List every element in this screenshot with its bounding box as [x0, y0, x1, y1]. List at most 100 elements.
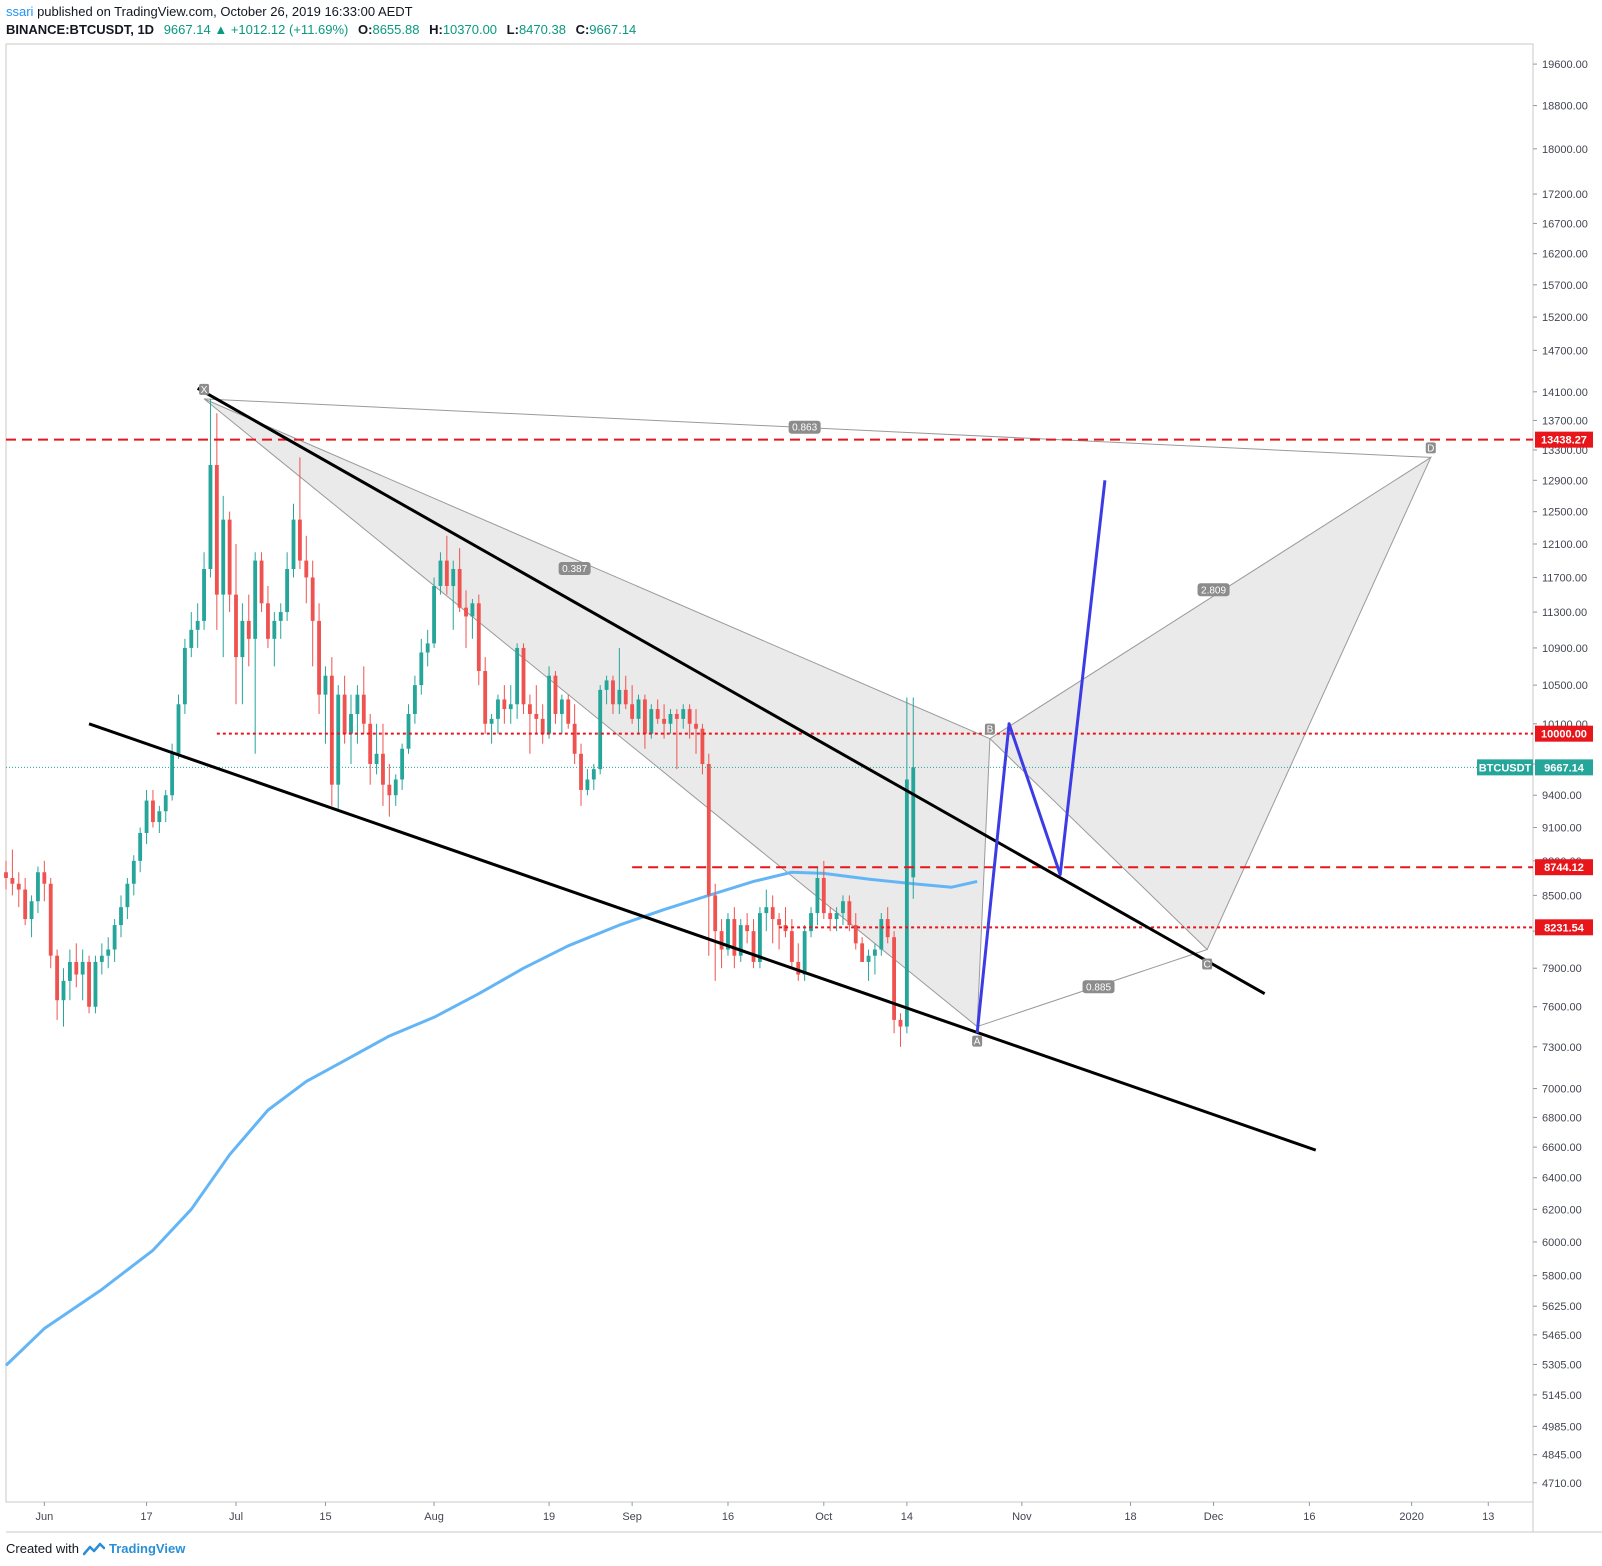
- candle-body: [521, 647, 526, 705]
- candle: [655, 699, 660, 724]
- candle: [623, 675, 628, 710]
- candle: [732, 907, 737, 969]
- candle-body: [246, 620, 251, 639]
- y-tick-label: 4985.00: [1542, 1421, 1582, 1433]
- candle-body: [681, 709, 686, 719]
- candle: [42, 860, 47, 902]
- candle-body: [285, 568, 290, 613]
- y-tick-label: 12500.00: [1542, 507, 1588, 519]
- tradingview-brand-link[interactable]: TradingView: [108, 1541, 186, 1556]
- x-tick-label: 17: [140, 1511, 152, 1523]
- candle: [10, 849, 15, 896]
- candle-body: [745, 925, 750, 932]
- y-tick-label: 19600.00: [1542, 59, 1588, 71]
- candle-body: [266, 603, 270, 639]
- candle: [151, 789, 155, 828]
- level-price-tag-label: 13438.27: [1541, 435, 1587, 447]
- last-price-tag-label: 9667.14: [1544, 762, 1585, 774]
- candle-body: [297, 519, 302, 561]
- candle: [425, 629, 430, 667]
- candle: [674, 709, 679, 770]
- candle: [451, 560, 456, 630]
- y-tick-label: 7000.00: [1542, 1084, 1582, 1096]
- candle: [630, 685, 635, 724]
- candle: [547, 666, 551, 739]
- candle-body: [131, 860, 136, 884]
- candle: [796, 943, 801, 981]
- candle: [227, 511, 232, 613]
- candle: [393, 774, 398, 806]
- y-tick-label: 6800.00: [1542, 1112, 1582, 1124]
- tradingview-logo-icon: [82, 1542, 105, 1555]
- candle: [726, 913, 730, 956]
- candle: [246, 594, 251, 667]
- pattern-point-label: A: [974, 1037, 981, 1048]
- high-value: 10370.00: [442, 22, 498, 37]
- candle: [764, 889, 769, 932]
- candle: [138, 827, 143, 873]
- y-tick-label: 17200.00: [1542, 189, 1588, 201]
- candle-body: [847, 901, 852, 926]
- candle: [534, 685, 539, 734]
- candle: [591, 763, 596, 790]
- candle: [642, 694, 647, 749]
- projection-path[interactable]: [975, 480, 1107, 1034]
- candle-body: [726, 919, 730, 950]
- candle: [329, 657, 334, 806]
- horizontal-levels[interactable]: [6, 438, 1533, 929]
- ratio-badge: [1197, 583, 1230, 597]
- candle-body: [579, 753, 583, 790]
- candle-body: [16, 883, 21, 890]
- candle: [834, 907, 839, 932]
- candle: [48, 877, 53, 969]
- candle: [387, 763, 392, 817]
- y-tick-label: 9400.00: [1542, 790, 1582, 802]
- open-label: O:: [358, 22, 373, 37]
- candle: [80, 949, 85, 1001]
- pattern-triangle-bcd[interactable]: [989, 456, 1432, 951]
- candle-body: [496, 699, 500, 719]
- candle-body: [476, 603, 481, 672]
- trendlines[interactable]: [88, 386, 1317, 1152]
- candle-body: [623, 689, 628, 705]
- candle: [502, 685, 507, 724]
- candle-body: [655, 709, 660, 719]
- candle-body: [515, 647, 520, 705]
- candle-body: [451, 568, 456, 586]
- candle: [579, 743, 583, 806]
- x-tick-label: 14: [901, 1511, 913, 1523]
- candle-body: [349, 713, 353, 734]
- candle-body: [911, 767, 916, 878]
- pattern-triangle-xab[interactable]: [203, 398, 991, 1028]
- candle-body: [240, 620, 245, 658]
- candle-body: [406, 713, 411, 749]
- ma-polyline: [4, 870, 978, 1367]
- candle-body: [291, 519, 296, 569]
- x-tick-label: Dec: [1204, 1511, 1224, 1523]
- trendline[interactable]: [196, 386, 1266, 996]
- candle: [157, 805, 162, 833]
- symbol-name[interactable]: BINANCE:BTCUSDT, 1D: [6, 22, 155, 37]
- candle: [687, 704, 692, 739]
- y-tick-label: 5625.00: [1542, 1301, 1582, 1313]
- projection-polyline[interactable]: [975, 480, 1107, 1034]
- candle-body: [99, 955, 104, 962]
- published-text: published on TradingView.com, October 26…: [33, 4, 413, 19]
- ratio-badge: [558, 561, 591, 575]
- candle-body: [764, 907, 769, 914]
- candle-body: [630, 704, 635, 719]
- candle: [770, 895, 775, 944]
- x-tick-label: Aug: [424, 1511, 444, 1523]
- candle: [713, 883, 718, 981]
- candle-body: [873, 949, 877, 956]
- candle-body: [559, 699, 564, 714]
- trendline[interactable]: [88, 722, 1317, 1152]
- candle-body: [483, 671, 488, 724]
- candle: [253, 552, 258, 754]
- harmonic-pattern[interactable]: [203, 398, 1432, 1028]
- time-axis[interactable]: Jun 17 Jul 15 Aug 19 Sep 16 Oct 14 Nov 18 Dec 16 2020 1…: [35, 1502, 1494, 1523]
- ratio-label: 2.809: [1201, 585, 1226, 596]
- author-link[interactable]: ssari: [6, 4, 34, 19]
- candle: [706, 753, 711, 956]
